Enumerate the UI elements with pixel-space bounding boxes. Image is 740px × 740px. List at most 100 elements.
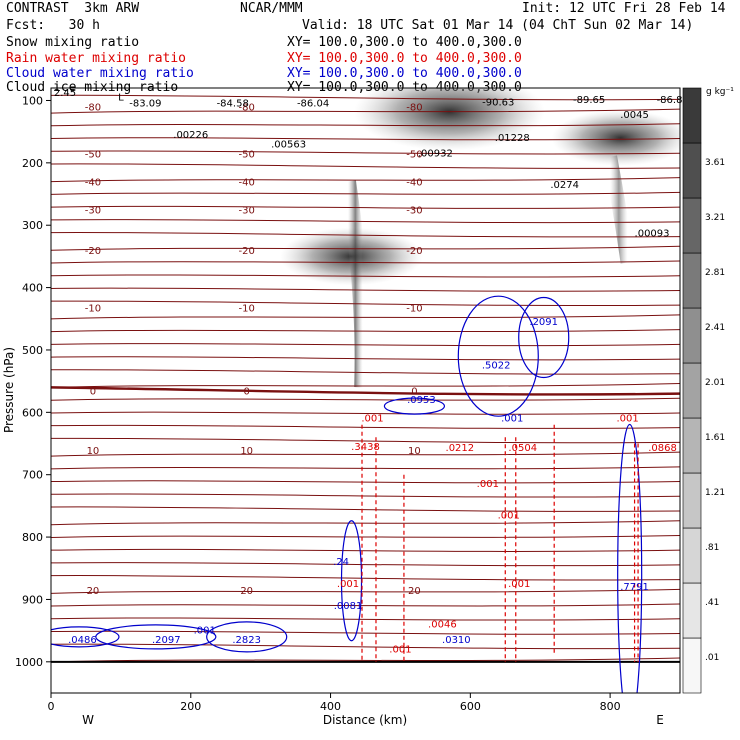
temperature-label: -80 bbox=[406, 103, 422, 114]
isotherm-line bbox=[51, 287, 680, 292]
isotherm-line bbox=[51, 314, 680, 320]
legend-rain-label: Rain water mixing ratio bbox=[6, 51, 187, 66]
colorbar-swatch bbox=[682, 472, 702, 529]
isotherm-line bbox=[51, 218, 680, 224]
temperature-label: -30 bbox=[406, 206, 422, 217]
x-tick-label: 600 bbox=[460, 700, 481, 713]
colorbar-swatch bbox=[682, 197, 702, 254]
legend-rain-xy: XY= 100.0,300.0 to 400.0,300.0 bbox=[287, 51, 522, 66]
isotherm-line bbox=[51, 300, 680, 307]
contour-annotation: .5022 bbox=[482, 361, 511, 372]
contour-annotation: .0046 bbox=[428, 620, 457, 631]
contour-annotation: .00932 bbox=[418, 149, 453, 160]
isotherm-line bbox=[51, 506, 680, 512]
temperature-label: 20 bbox=[408, 586, 421, 597]
y-tick-label: 400 bbox=[22, 282, 43, 295]
isotherm-line bbox=[51, 150, 680, 155]
isotherm-line bbox=[51, 534, 680, 538]
isotherm-line bbox=[51, 643, 680, 650]
temperature-label: -50 bbox=[406, 149, 422, 160]
y-tick-label: 800 bbox=[22, 531, 43, 544]
temperature-label: -40 bbox=[85, 178, 101, 189]
snow-maximum bbox=[353, 88, 545, 151]
contour-annotation: .00226 bbox=[173, 130, 208, 141]
colorbar-level-label: 2.81 bbox=[705, 268, 725, 278]
contour-annotation: 2.45 bbox=[54, 88, 76, 99]
isotherm-line bbox=[51, 437, 680, 444]
temperature-label: -40 bbox=[406, 178, 422, 189]
contour-annotation: .001 bbox=[337, 579, 359, 590]
contour-annotation: .0274 bbox=[550, 180, 579, 191]
isotherm-line bbox=[51, 520, 680, 526]
east-label: E bbox=[656, 713, 664, 727]
isotherm-line bbox=[51, 466, 680, 470]
contour-annotation: .0953 bbox=[407, 395, 436, 406]
colorbar-swatch bbox=[682, 527, 702, 584]
colorbar-level-label: 2.41 bbox=[705, 323, 725, 333]
forecast-hour: Fcst: 30 h bbox=[6, 18, 100, 33]
contour-annotation: -86.04 bbox=[297, 99, 329, 110]
temperature-label: 0 bbox=[411, 387, 417, 398]
colorbar-swatch bbox=[682, 417, 702, 474]
isotherm-line bbox=[51, 562, 680, 567]
colorbar-level-label: .81 bbox=[705, 543, 719, 553]
isotherm-line bbox=[51, 397, 680, 401]
isotherm-line bbox=[51, 163, 680, 169]
isotherm-line bbox=[51, 480, 680, 484]
colorbar-swatch bbox=[682, 87, 702, 144]
isotherm-line bbox=[51, 424, 680, 429]
temperature-label: -10 bbox=[85, 304, 101, 315]
isotherm-line bbox=[51, 617, 680, 621]
isotherm-line bbox=[51, 575, 680, 581]
contour-annotation: .001 bbox=[508, 579, 530, 590]
temperature-label: 0 bbox=[244, 387, 250, 398]
colorbar-level-label: .41 bbox=[705, 598, 719, 608]
cloud-water-contour bbox=[457, 295, 539, 417]
valid-time: Valid: 18 UTC Sat 01 Mar 14 (04 ChT Sun … bbox=[302, 18, 694, 33]
isotherm-line bbox=[51, 260, 680, 264]
west-label: W bbox=[82, 713, 94, 727]
contour-annotation: .001 bbox=[616, 414, 638, 425]
colorbar-swatch bbox=[682, 582, 702, 639]
temperature-label: -80 bbox=[239, 103, 255, 114]
isotherm-line bbox=[51, 94, 680, 101]
isotherm-line bbox=[51, 588, 680, 594]
isotherm-line bbox=[51, 411, 680, 415]
colorbar: .01 .41 .81 1.21 1.61 2.01 2.41 2.81 3.21 3.61 bbox=[682, 87, 725, 694]
temperature-label: 0 bbox=[90, 387, 96, 398]
isotherm-line bbox=[51, 603, 680, 607]
isotherm-line bbox=[51, 231, 680, 238]
x-tick-label: 400 bbox=[320, 700, 341, 713]
isotherm-line bbox=[51, 548, 680, 552]
temperature-label: 20 bbox=[240, 586, 253, 597]
contour-annotation: .0310 bbox=[442, 635, 471, 646]
contour-annotation: .0868 bbox=[648, 443, 677, 454]
isotherm-line bbox=[51, 177, 680, 183]
temperature-label: 10 bbox=[87, 446, 100, 457]
temperature-label: -30 bbox=[85, 206, 101, 217]
isotherm-line bbox=[51, 137, 680, 141]
temperature-label: 10 bbox=[408, 446, 421, 457]
contour-annotation: -89.65 bbox=[573, 95, 605, 106]
temperature-label: 20 bbox=[87, 586, 100, 597]
colorbar-swatch bbox=[682, 307, 702, 364]
temperature-label: 10 bbox=[240, 446, 253, 457]
contour-annotation: .3438 bbox=[351, 442, 380, 453]
colorbar-unit: g kg⁻¹ bbox=[706, 87, 734, 97]
annotations: L -83.09 -84.58 -86.04 -90.63 -89.65 -86.8 2.45… bbox=[54, 88, 683, 655]
colorbar-swatch bbox=[682, 637, 702, 694]
cloud-water-contour bbox=[518, 296, 570, 379]
snow-streak bbox=[603, 155, 635, 264]
isotherm-line bbox=[51, 356, 680, 361]
cloud-water-contour bbox=[383, 397, 446, 415]
contour-annotation: .24 bbox=[333, 557, 349, 568]
isotherm-line bbox=[51, 630, 680, 635]
contour-annotation: .0504 bbox=[508, 443, 537, 454]
contour-annotation: -83.09 bbox=[129, 99, 161, 110]
colorbar-level-label: 3.21 bbox=[705, 213, 725, 223]
plot-area: -80 -80 -80 -50 -50 -50 -40 -40 -40 -30 -30 -30 -20 -… bbox=[51, 88, 680, 693]
colorbar-level-label: 3.61 bbox=[705, 158, 725, 168]
y-tick-label: 200 bbox=[22, 157, 43, 170]
y-axis-label: Pressure (hPa) bbox=[2, 347, 16, 433]
temperature-label: -10 bbox=[239, 304, 255, 315]
